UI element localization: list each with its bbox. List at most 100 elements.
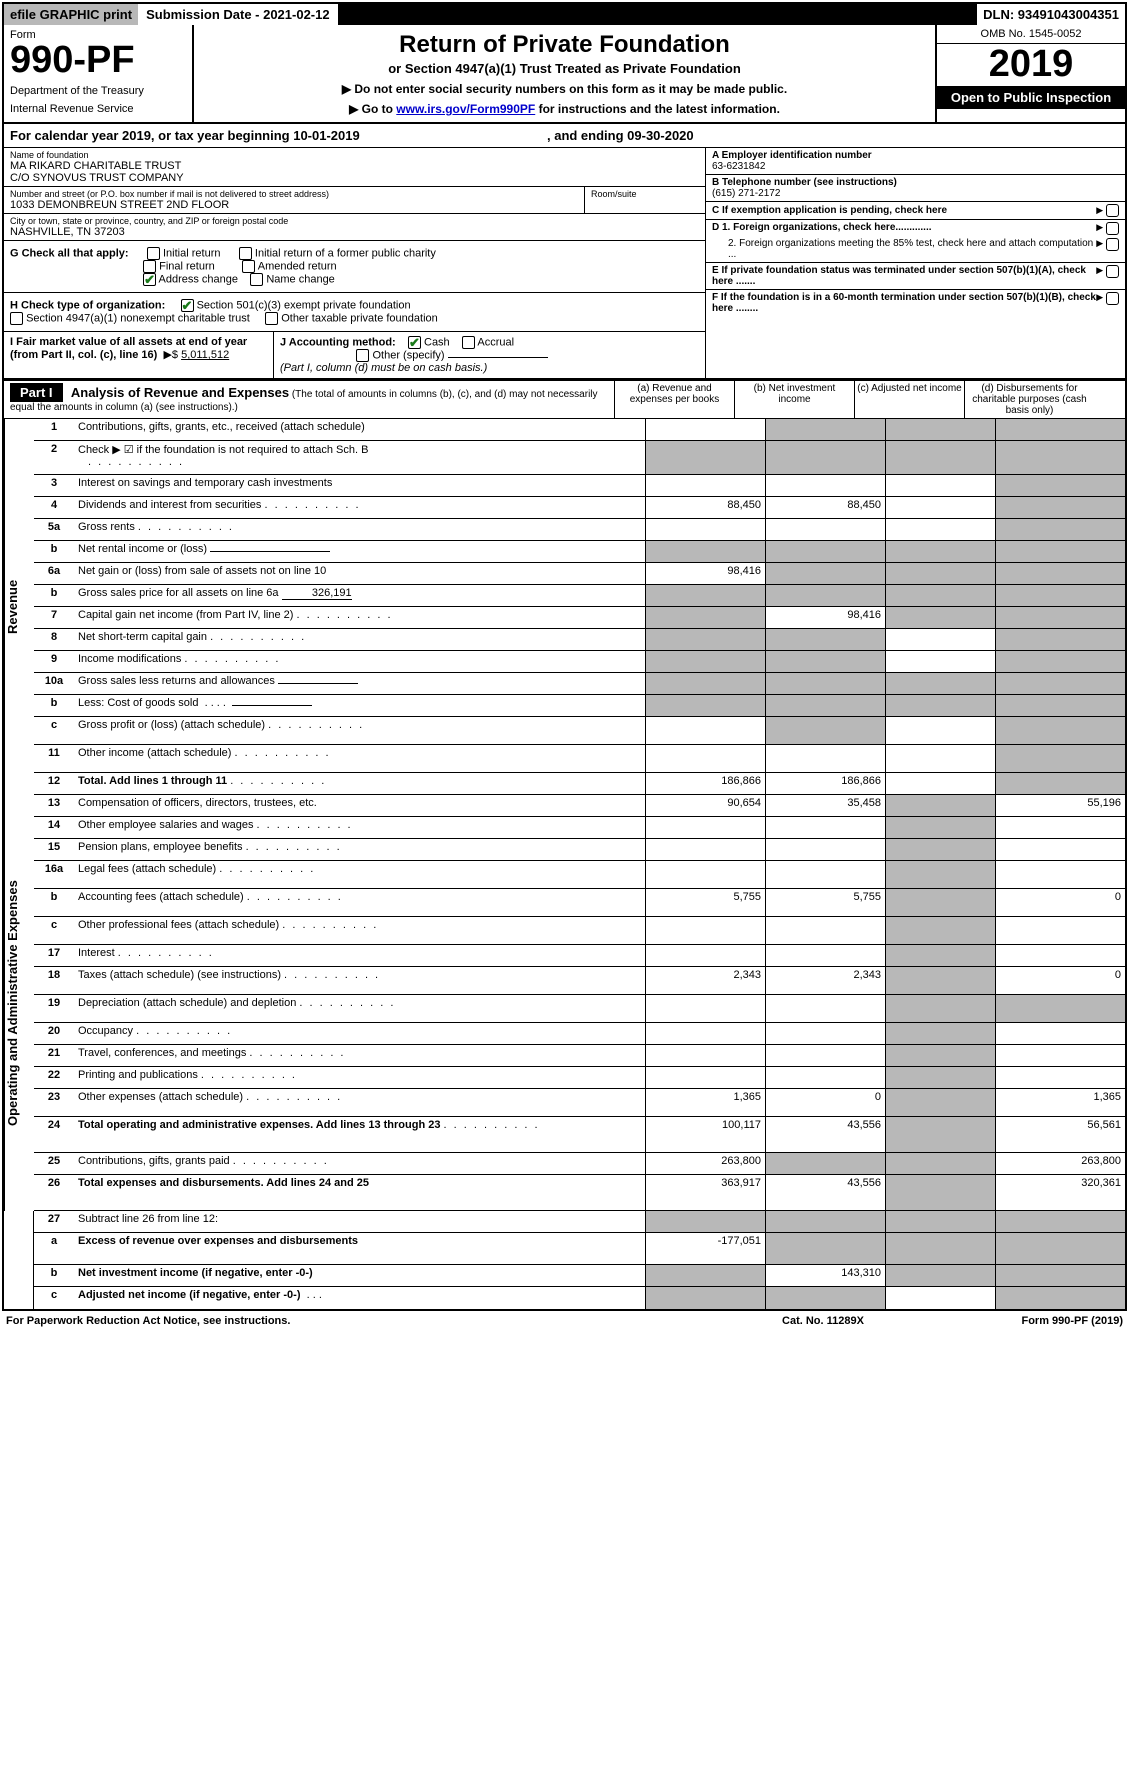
instr2-pre: ▶ Go to [349, 102, 396, 116]
h-label: H Check type of organization: [10, 299, 165, 311]
form-container: efile GRAPHIC print Submission Date - 20… [2, 2, 1127, 1311]
table-row: bLess: Cost of goods sold . . . . [34, 695, 1125, 717]
calendar-year-row: For calendar year 2019, or tax year begi… [4, 124, 1125, 148]
header-left: Form 990-PF Department of the Treasury I… [4, 25, 194, 122]
chk-initial[interactable] [147, 247, 160, 260]
expenses-side-label: Operating and Administrative Expenses [4, 795, 34, 1211]
table-row: bNet investment income (if negative, ent… [34, 1265, 1125, 1287]
table-row: cOther professional fees (attach schedul… [34, 917, 1125, 945]
g-initial-former: Initial return of a former public charit… [255, 247, 436, 259]
address-row: Number and street (or P.O. box number if… [4, 187, 705, 214]
chk-e[interactable] [1106, 265, 1119, 278]
chk-d2[interactable] [1106, 238, 1119, 251]
header-center: Return of Private Foundation or Section … [194, 25, 935, 122]
chk-other-method[interactable] [356, 349, 369, 362]
table-row: 10aGross sales less returns and allowanc… [34, 673, 1125, 695]
col-a-head: (a) Revenue and expenses per books [614, 381, 734, 418]
block-i: I Fair market value of all assets at end… [4, 332, 274, 378]
table-row: 2Check ▶ ☑ if the foundation is not requ… [34, 441, 1125, 475]
chk-d1[interactable] [1106, 222, 1119, 235]
cal-year-ending: , and ending 09-30-2020 [547, 128, 694, 143]
foundation-name1: MA RIKARD CHARITABLE TRUST [10, 160, 699, 172]
chk-501c3[interactable] [181, 299, 194, 312]
g-address: Address change [159, 273, 239, 285]
header-row: Form 990-PF Department of the Treasury I… [4, 25, 1125, 124]
table-row: 3Interest on savings and temporary cash … [34, 475, 1125, 497]
table-row: 17Interest [34, 945, 1125, 967]
part1-label: Part I [10, 383, 63, 402]
efile-label[interactable]: efile GRAPHIC print [4, 4, 138, 25]
dept-irs: Internal Revenue Service [10, 103, 186, 115]
e-cell: E If private foundation status was termi… [706, 263, 1125, 290]
block-ij: I Fair market value of all assets at end… [4, 332, 705, 378]
chk-accrual[interactable] [462, 336, 475, 349]
table-row: bNet rental income or (loss) [34, 541, 1125, 563]
city-cell: City or town, state or province, country… [4, 214, 705, 241]
dept-treasury: Department of the Treasury [10, 85, 186, 97]
footer-left: For Paperwork Reduction Act Notice, see … [6, 1315, 723, 1327]
table-row: 11Other income (attach schedule) [34, 745, 1125, 773]
table-row: 19Depreciation (attach schedule) and dep… [34, 995, 1125, 1023]
j-label: J Accounting method: [280, 336, 396, 348]
table-row: 20Occupancy [34, 1023, 1125, 1045]
chk-cash[interactable] [408, 336, 421, 349]
table-row: 9Income modifications [34, 651, 1125, 673]
g-initial: Initial return [163, 247, 220, 259]
header-right: OMB No. 1545-0052 2019 Open to Public In… [935, 25, 1125, 122]
g-final: Final return [159, 260, 215, 272]
j-note: (Part I, column (d) must be on cash basi… [280, 362, 487, 374]
f-cell: F If the foundation is in a 60-month ter… [706, 290, 1125, 316]
block-h: H Check type of organization: Section 50… [4, 293, 705, 332]
table-row: 26Total expenses and disbursements. Add … [34, 1175, 1125, 1211]
d-cell: D 1. Foreign organizations, check here..… [706, 220, 1125, 263]
c-label: C If exemption application is pending, c… [712, 205, 947, 216]
table-row: 6aNet gain or (loss) from sale of assets… [34, 563, 1125, 585]
form-title: Return of Private Foundation [200, 31, 929, 59]
table-row: 23Other expenses (attach schedule) 1,365… [34, 1089, 1125, 1117]
table-row: 22Printing and publications [34, 1067, 1125, 1089]
table-row: 21Travel, conferences, and meetings [34, 1045, 1125, 1067]
chk-other-tax[interactable] [265, 312, 278, 325]
h-4947: Section 4947(a)(1) nonexempt charitable … [26, 312, 250, 324]
chk-address-change[interactable] [143, 273, 156, 286]
city-val: NASHVILLE, TN 37203 [10, 226, 699, 238]
j-other: Other (specify) [372, 349, 444, 361]
table-row: cGross profit or (loss) (attach schedule… [34, 717, 1125, 745]
cal-year-prefix: For calendar year 2019, or tax year begi… [10, 128, 360, 143]
g-name-change: Name change [266, 273, 335, 285]
col-c-head: (c) Adjusted net income [854, 381, 964, 418]
part1-title: Analysis of Revenue and Expenses [71, 385, 289, 400]
j-accrual: Accrual [477, 336, 514, 348]
addr-val: 1033 DEMONBREUN STREET 2ND FLOOR [10, 199, 578, 211]
city-label: City or town, state or province, country… [10, 216, 699, 226]
name-label: Name of foundation [10, 150, 699, 160]
table-row: bGross sales price for all assets on lin… [34, 585, 1125, 607]
instr-link[interactable]: www.irs.gov/Form990PF [396, 102, 535, 116]
foundation-name2: C/O SYNOVUS TRUST COMPANY [10, 172, 699, 184]
b-label: B Telephone number (see instructions) [712, 177, 897, 188]
chk-f[interactable] [1106, 292, 1119, 305]
chk-name-change[interactable] [250, 273, 263, 286]
table-row: 4Dividends and interest from securities … [34, 497, 1125, 519]
chk-amended[interactable] [242, 260, 255, 273]
table-row: 1Contributions, gifts, grants, etc., rec… [34, 419, 1125, 441]
d1-label: D 1. Foreign organizations, check here..… [712, 222, 932, 233]
table-row: 18Taxes (attach schedule) (see instructi… [34, 967, 1125, 995]
c-cell: C If exemption application is pending, c… [706, 202, 1125, 220]
h-501: Section 501(c)(3) exempt private foundat… [197, 299, 411, 311]
block-j: J Accounting method: Cash Accrual Other … [274, 332, 705, 378]
part1-header: Part I Analysis of Revenue and Expenses … [4, 380, 1125, 419]
chk-initial-former[interactable] [239, 247, 252, 260]
i-arrow: ▶$ [163, 349, 178, 361]
submission-date: Submission Date - 2021-02-12 [138, 4, 340, 25]
chk-c[interactable] [1106, 204, 1119, 217]
summary-section: 27Subtract line 26 from line 12: aExcess… [4, 1211, 1125, 1309]
foundation-name-cell: Name of foundation MA RIKARD CHARITABLE … [4, 148, 705, 187]
instr-1: ▶ Do not enter social security numbers o… [200, 82, 929, 96]
chk-4947[interactable] [10, 312, 23, 325]
table-row: 8Net short-term capital gain [34, 629, 1125, 651]
room-label: Room/suite [591, 189, 699, 199]
e-label: E If private foundation status was termi… [712, 265, 1086, 287]
col-b-head: (b) Net investment income [734, 381, 854, 418]
col-d-head: (d) Disbursements for charitable purpose… [964, 381, 1094, 418]
